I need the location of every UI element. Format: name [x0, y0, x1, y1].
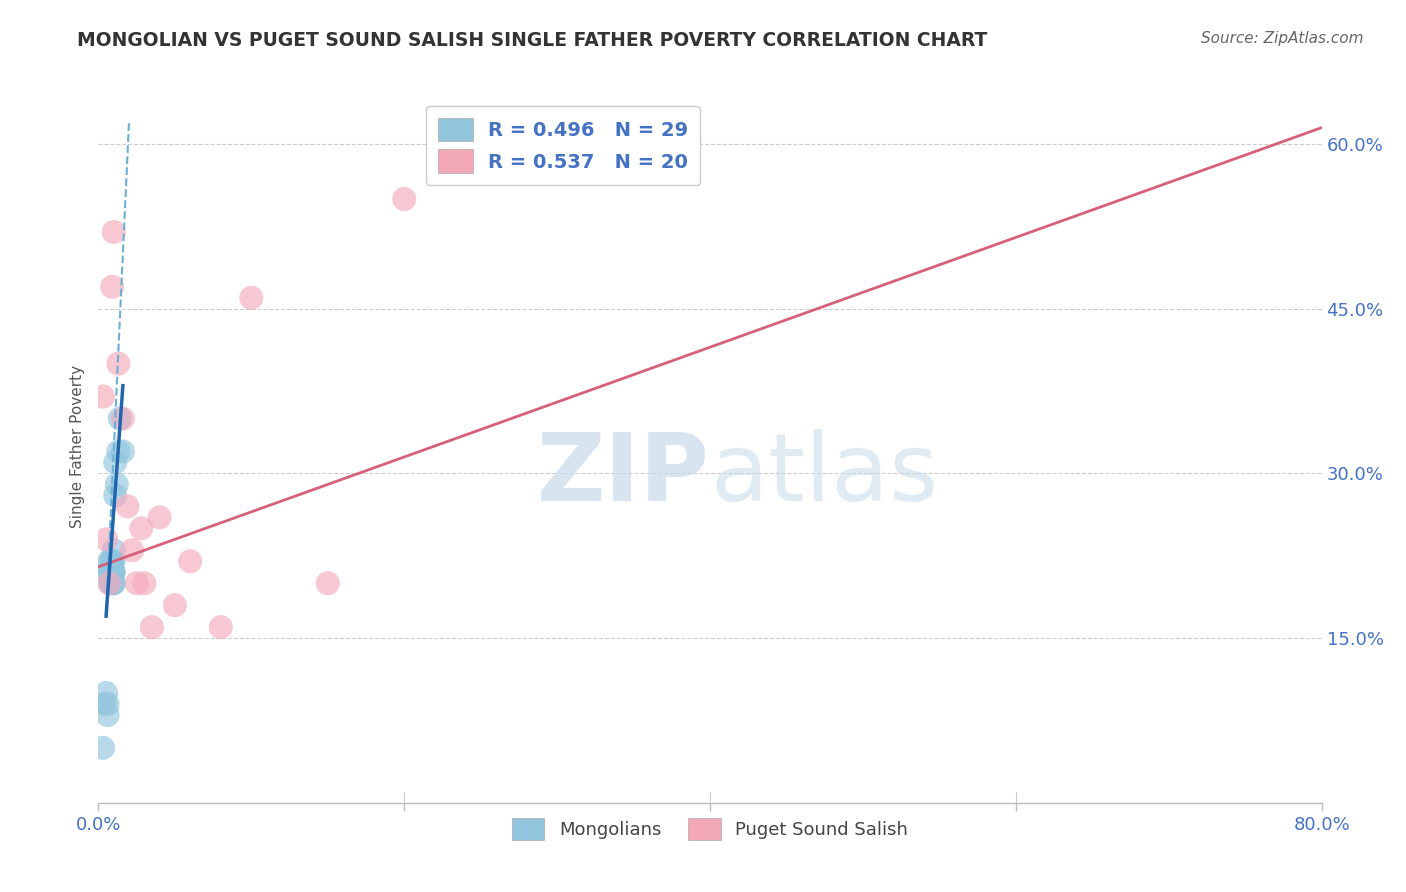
Point [101, 566, 124, 580]
Point [125, 576, 148, 591]
Point [94, 533, 117, 547]
Point [97, 708, 120, 723]
Point [316, 576, 339, 591]
Point [121, 543, 143, 558]
Point [111, 411, 134, 425]
Point [179, 554, 201, 568]
Point [103, 225, 125, 239]
Point [240, 291, 263, 305]
Point [141, 620, 163, 634]
Point [98, 566, 121, 580]
Point [101, 566, 124, 580]
Point [98, 566, 121, 580]
Point [107, 444, 129, 458]
Point [101, 554, 124, 568]
Point [104, 455, 127, 469]
Point [103, 566, 125, 580]
Point [392, 192, 416, 206]
Point [101, 280, 124, 294]
Point [163, 598, 186, 612]
Point [111, 444, 134, 458]
Point [97, 697, 120, 711]
Text: Source: ZipAtlas.com: Source: ZipAtlas.com [1201, 31, 1364, 46]
Point [93, 697, 115, 711]
Point [98, 554, 121, 568]
Point [101, 576, 124, 591]
Y-axis label: Single Father Poverty: Single Father Poverty [69, 365, 84, 527]
Point [103, 543, 125, 558]
Point [100, 576, 122, 591]
Point [101, 554, 124, 568]
Point [94, 686, 117, 700]
Text: ZIP: ZIP [537, 428, 710, 521]
Point [103, 576, 125, 591]
Point [100, 566, 122, 580]
Point [91, 390, 114, 404]
Point [91, 740, 114, 755]
Point [103, 566, 125, 580]
Point [105, 477, 128, 491]
Point [209, 620, 232, 634]
Text: atlas: atlas [710, 428, 938, 521]
Point [103, 554, 125, 568]
Legend: Mongolians, Puget Sound Salish: Mongolians, Puget Sound Salish [505, 811, 915, 847]
Point [107, 357, 129, 371]
Point [117, 500, 139, 514]
Point [98, 576, 121, 591]
Point [100, 576, 122, 591]
Point [149, 510, 172, 524]
Text: MONGOLIAN VS PUGET SOUND SALISH SINGLE FATHER POVERTY CORRELATION CHART: MONGOLIAN VS PUGET SOUND SALISH SINGLE F… [77, 31, 987, 50]
Point [103, 576, 125, 591]
Point [104, 488, 127, 502]
Point [108, 411, 131, 425]
Point [134, 576, 156, 591]
Point [100, 554, 122, 568]
Point [129, 521, 152, 535]
